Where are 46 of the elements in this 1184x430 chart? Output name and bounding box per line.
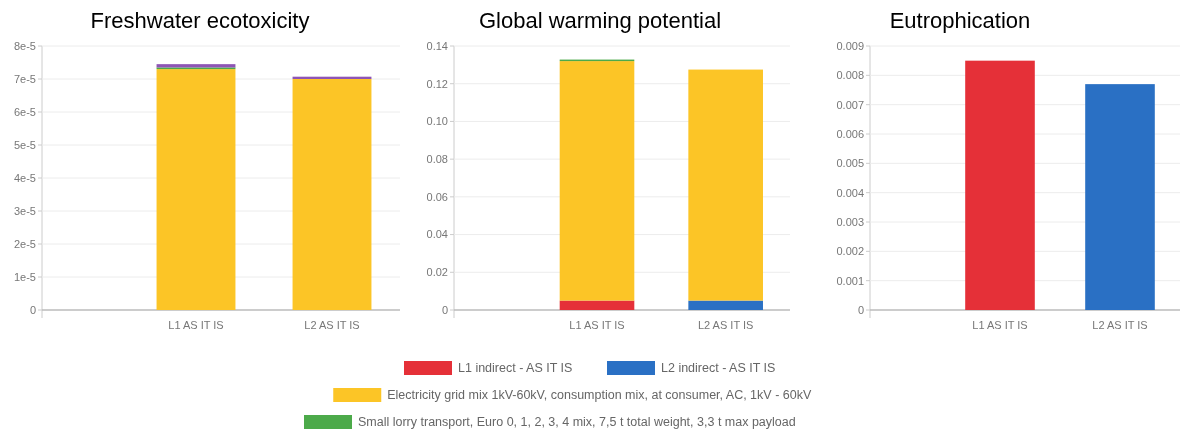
y-tick-label: 0.007 xyxy=(836,98,864,111)
y-tick-label: 1e-5 xyxy=(13,270,36,283)
bar xyxy=(688,69,763,301)
bar xyxy=(559,61,635,301)
y-tick-label: 4e-5 xyxy=(13,171,36,184)
legend-label: Small lorry transport, Euro 0, 1, 2, 3, 4 mix, 7,5 t total weight, 3,3 t max payload xyxy=(358,415,796,430)
bar xyxy=(156,69,236,310)
y-tick-label: 6e-5 xyxy=(13,105,36,118)
x-tick-label: L1 AS IT IS xyxy=(168,319,224,331)
y-tick-label: 0.12 xyxy=(426,77,448,90)
y-tick-label: 0.08 xyxy=(426,152,448,165)
y-tick-label: 0.006 xyxy=(836,127,864,140)
x-tick-label: L1 AS IT IS xyxy=(569,319,625,331)
x-tick-label: L2 AS IT IS xyxy=(697,319,754,331)
y-tick-label: 5e-5 xyxy=(13,138,36,151)
y-tick-label: 3e-5 xyxy=(13,204,36,217)
y-tick-label: 0.002 xyxy=(836,245,864,258)
x-tick-label: L2 AS IT IS xyxy=(304,319,360,331)
y-tick-label: 2e-5 xyxy=(13,237,36,250)
y-tick-label: 0 xyxy=(857,303,864,316)
y-tick-label: 0.02 xyxy=(426,266,448,279)
y-tick-label: 0.001 xyxy=(836,274,864,287)
y-tick-label: 7e-5 xyxy=(13,72,36,85)
chart-title: Eutrophication xyxy=(889,8,1031,33)
x-tick-label: L1 AS IT IS xyxy=(972,319,1028,331)
legend-label: Electricity grid mix 1kV-60kV, consumption mix, at consumer, AC, 1kV - 60kV xyxy=(387,388,812,403)
bar xyxy=(559,300,635,310)
y-tick-label: 0.004 xyxy=(836,186,864,199)
x-tick-label: L2 AS IT IS xyxy=(1092,319,1148,331)
legend-label: L2 indirect - AS IT IS xyxy=(661,361,776,376)
y-tick-label: 0.005 xyxy=(836,157,864,170)
y-tick-label: 0.009 xyxy=(836,39,864,52)
y-tick-label: 0.06 xyxy=(426,190,448,203)
legend-label: L1 indirect - AS IT IS xyxy=(458,361,573,376)
y-tick-label: 0.008 xyxy=(836,69,864,82)
bar xyxy=(688,300,763,310)
chart-title: Freshwater ecotoxicity xyxy=(90,8,310,33)
y-tick-label: 0.10 xyxy=(426,115,448,128)
y-tick-label: 8e-5 xyxy=(13,39,36,52)
y-tick-label: 0 xyxy=(29,303,36,316)
y-tick-label: 0.14 xyxy=(426,39,448,52)
y-tick-label: 0.003 xyxy=(836,215,864,228)
y-tick-label: 0.04 xyxy=(426,228,448,241)
bar xyxy=(292,79,372,310)
y-tick-label: 0 xyxy=(441,303,448,316)
chart-title: Global warming potential xyxy=(478,8,722,33)
